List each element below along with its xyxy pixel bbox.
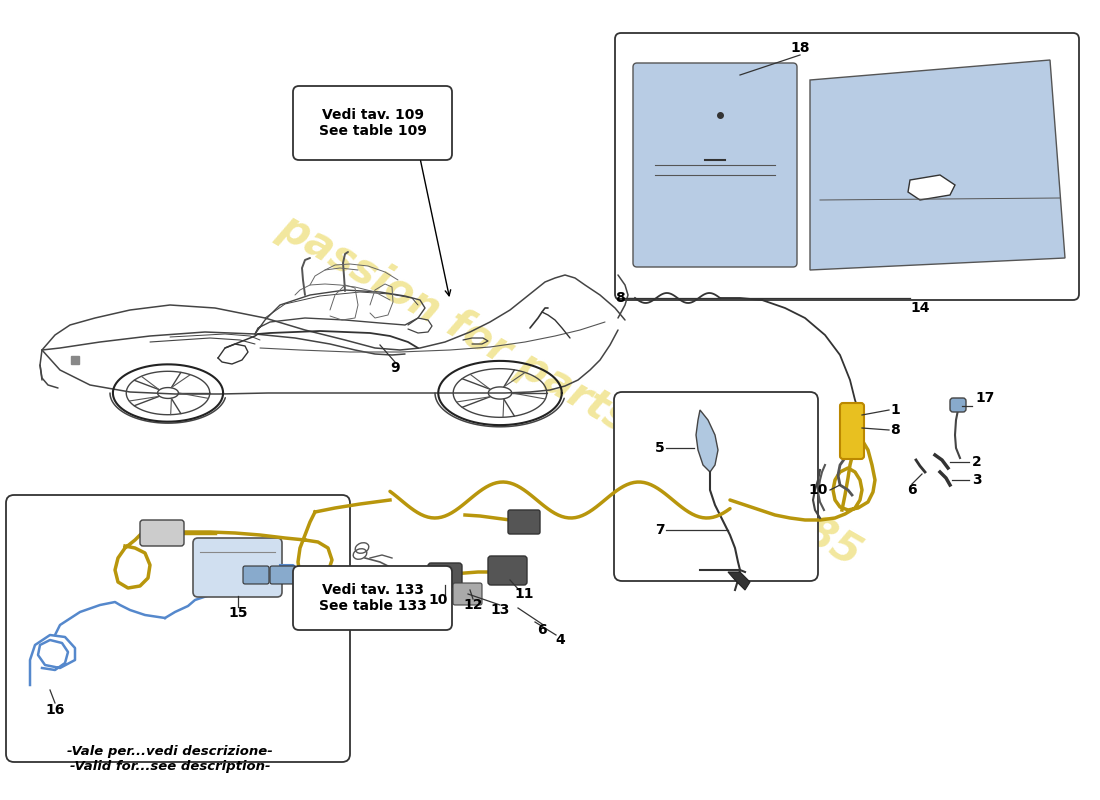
- Text: 13: 13: [491, 603, 509, 617]
- Text: 6: 6: [908, 483, 916, 497]
- Polygon shape: [696, 410, 718, 472]
- Text: 17: 17: [975, 391, 994, 405]
- FancyBboxPatch shape: [293, 566, 452, 630]
- Text: 18: 18: [790, 41, 810, 55]
- Text: 16: 16: [45, 703, 65, 717]
- FancyBboxPatch shape: [243, 566, 270, 584]
- Text: 15: 15: [229, 606, 248, 620]
- Text: 1: 1: [890, 403, 900, 417]
- Text: 14: 14: [911, 301, 930, 315]
- Text: 7: 7: [656, 523, 664, 537]
- Text: 10: 10: [808, 483, 827, 497]
- FancyBboxPatch shape: [615, 33, 1079, 300]
- Text: 11: 11: [515, 587, 534, 601]
- Text: 12: 12: [463, 598, 483, 612]
- FancyBboxPatch shape: [293, 86, 452, 160]
- FancyBboxPatch shape: [488, 556, 527, 585]
- FancyBboxPatch shape: [508, 510, 540, 534]
- Text: -Vale per...vedi descrizione-
-Valid for...see description-: -Vale per...vedi descrizione- -Valid for…: [67, 745, 273, 773]
- FancyBboxPatch shape: [632, 63, 798, 267]
- Text: Vedi tav. 133
See table 133: Vedi tav. 133 See table 133: [319, 583, 427, 613]
- Polygon shape: [908, 175, 955, 200]
- FancyBboxPatch shape: [428, 563, 462, 587]
- Text: 5: 5: [656, 441, 664, 455]
- Text: 4: 4: [556, 633, 565, 647]
- Text: passion for parts since 1985: passion for parts since 1985: [272, 206, 869, 574]
- FancyBboxPatch shape: [840, 403, 864, 459]
- Polygon shape: [728, 572, 750, 590]
- Text: Vedi tav. 109
See table 109: Vedi tav. 109 See table 109: [319, 108, 427, 138]
- FancyBboxPatch shape: [270, 566, 296, 584]
- FancyBboxPatch shape: [192, 538, 282, 597]
- FancyBboxPatch shape: [6, 495, 350, 762]
- Text: 8: 8: [615, 291, 625, 305]
- FancyBboxPatch shape: [140, 520, 184, 546]
- Text: 8: 8: [890, 423, 900, 437]
- FancyBboxPatch shape: [453, 583, 482, 605]
- Text: 3: 3: [972, 473, 981, 487]
- Text: 9: 9: [390, 361, 399, 375]
- Text: 2: 2: [972, 455, 981, 469]
- Polygon shape: [810, 60, 1065, 270]
- FancyBboxPatch shape: [614, 392, 818, 581]
- Text: 10: 10: [428, 593, 448, 607]
- FancyBboxPatch shape: [950, 398, 966, 412]
- Text: 6: 6: [537, 623, 547, 637]
